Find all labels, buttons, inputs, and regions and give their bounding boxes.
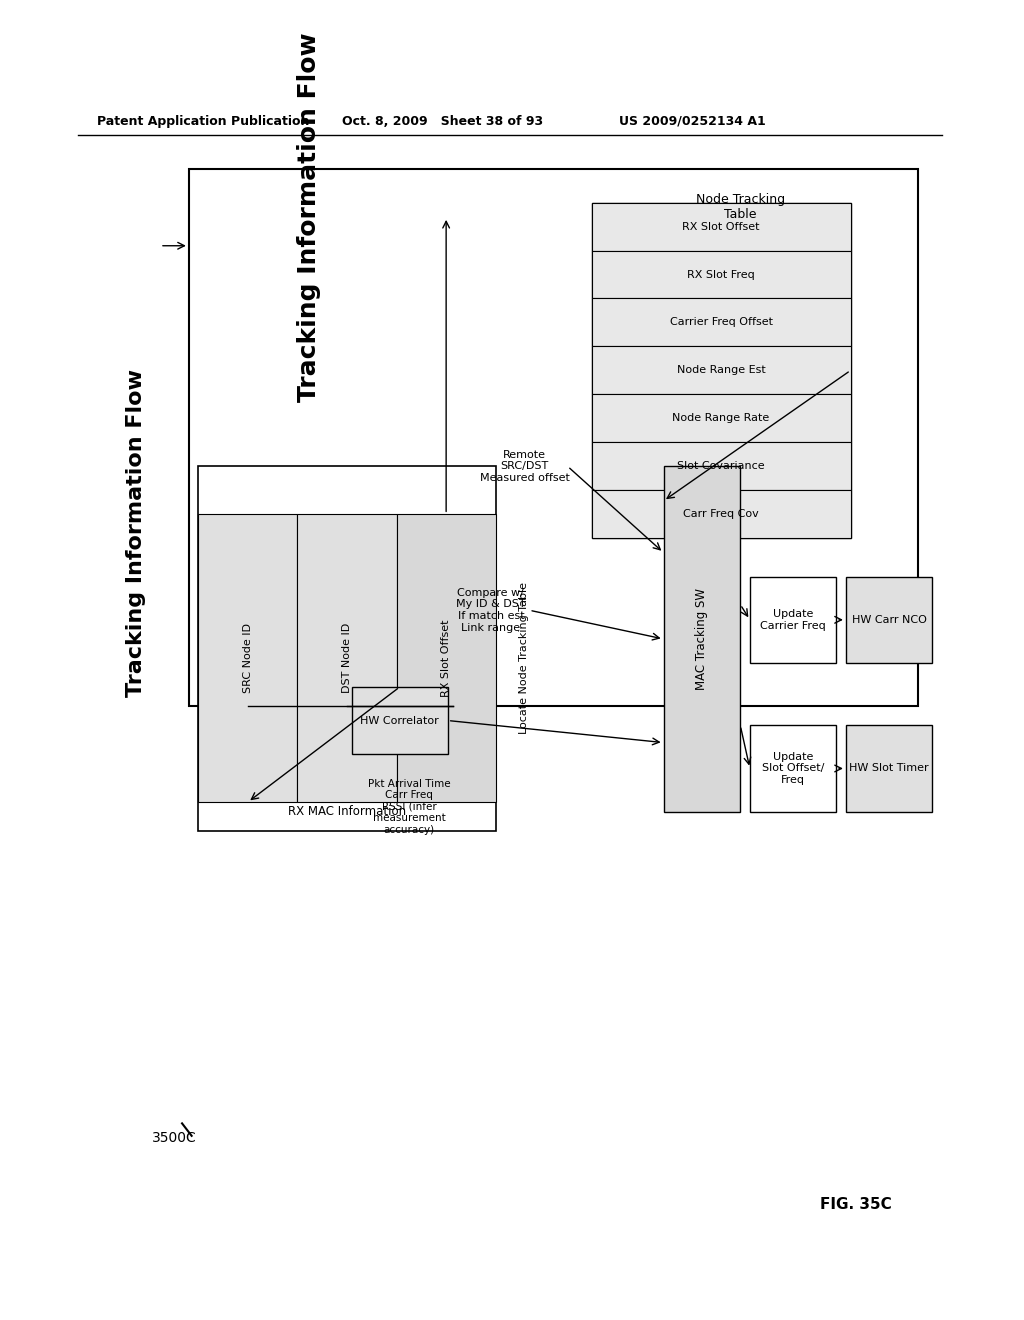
FancyBboxPatch shape [846,725,932,812]
Text: RX MAC Information: RX MAC Information [288,805,407,818]
Text: US 2009/0252134 A1: US 2009/0252134 A1 [618,115,766,128]
Text: DST Node ID: DST Node ID [342,623,352,693]
Text: RX Slot Freq: RX Slot Freq [687,269,755,280]
Text: Carr Freq Cov: Carr Freq Cov [683,510,759,519]
Text: RX Slot Offset: RX Slot Offset [441,619,452,697]
FancyBboxPatch shape [592,395,851,442]
FancyBboxPatch shape [592,202,851,539]
FancyBboxPatch shape [199,466,496,830]
FancyBboxPatch shape [592,298,851,346]
Text: Tracking Information Flow: Tracking Information Flow [126,370,146,697]
FancyBboxPatch shape [396,515,496,803]
Text: Update
Slot Offset/
Freq: Update Slot Offset/ Freq [762,752,824,785]
Text: Node Range Rate: Node Range Rate [673,413,770,424]
FancyBboxPatch shape [664,466,740,812]
FancyBboxPatch shape [846,577,932,663]
FancyBboxPatch shape [188,169,918,706]
Text: Node Tracking
Table: Node Tracking Table [695,193,784,222]
Text: Carrier Freq Offset: Carrier Freq Offset [670,318,772,327]
Text: RX Slot Offset: RX Slot Offset [682,222,760,231]
Text: SRC Node ID: SRC Node ID [243,623,253,693]
Text: Slot Covariance: Slot Covariance [677,462,765,471]
FancyBboxPatch shape [592,202,851,251]
Text: Locate Node Tracking Table: Locate Node Tracking Table [519,582,529,734]
Text: Compare w/
My ID & DST
If match est
Link range: Compare w/ My ID & DST If match est Link… [456,587,525,632]
Text: Remote
SRC/DST
Measured offset: Remote SRC/DST Measured offset [479,450,569,483]
FancyBboxPatch shape [750,577,837,663]
Text: Patent Application Publication: Patent Application Publication [97,115,309,128]
Text: FIG. 35C: FIG. 35C [819,1197,891,1212]
Text: Update
Carrier Freq: Update Carrier Freq [760,609,826,631]
FancyBboxPatch shape [199,515,297,803]
Text: HW Correlator: HW Correlator [360,715,439,726]
FancyBboxPatch shape [352,686,447,754]
Text: HW Slot Timer: HW Slot Timer [849,763,929,774]
FancyBboxPatch shape [750,725,837,812]
Text: HW Carr NCO: HW Carr NCO [852,615,927,624]
FancyBboxPatch shape [592,442,851,490]
Text: MAC Tracking SW: MAC Tracking SW [695,587,709,690]
Text: Oct. 8, 2009   Sheet 38 of 93: Oct. 8, 2009 Sheet 38 of 93 [342,115,544,128]
Text: Pkt Arrival Time
Carr Freq
RSSI (infer
measurement
accuracy): Pkt Arrival Time Carr Freq RSSI (infer m… [368,779,451,836]
FancyBboxPatch shape [592,490,851,539]
Text: 3500C: 3500C [152,1131,197,1144]
FancyBboxPatch shape [592,251,851,298]
Text: Tracking Information Flow: Tracking Information Flow [297,32,321,401]
Text: Node Range Est: Node Range Est [677,366,766,375]
FancyBboxPatch shape [592,346,851,395]
FancyBboxPatch shape [297,515,396,803]
